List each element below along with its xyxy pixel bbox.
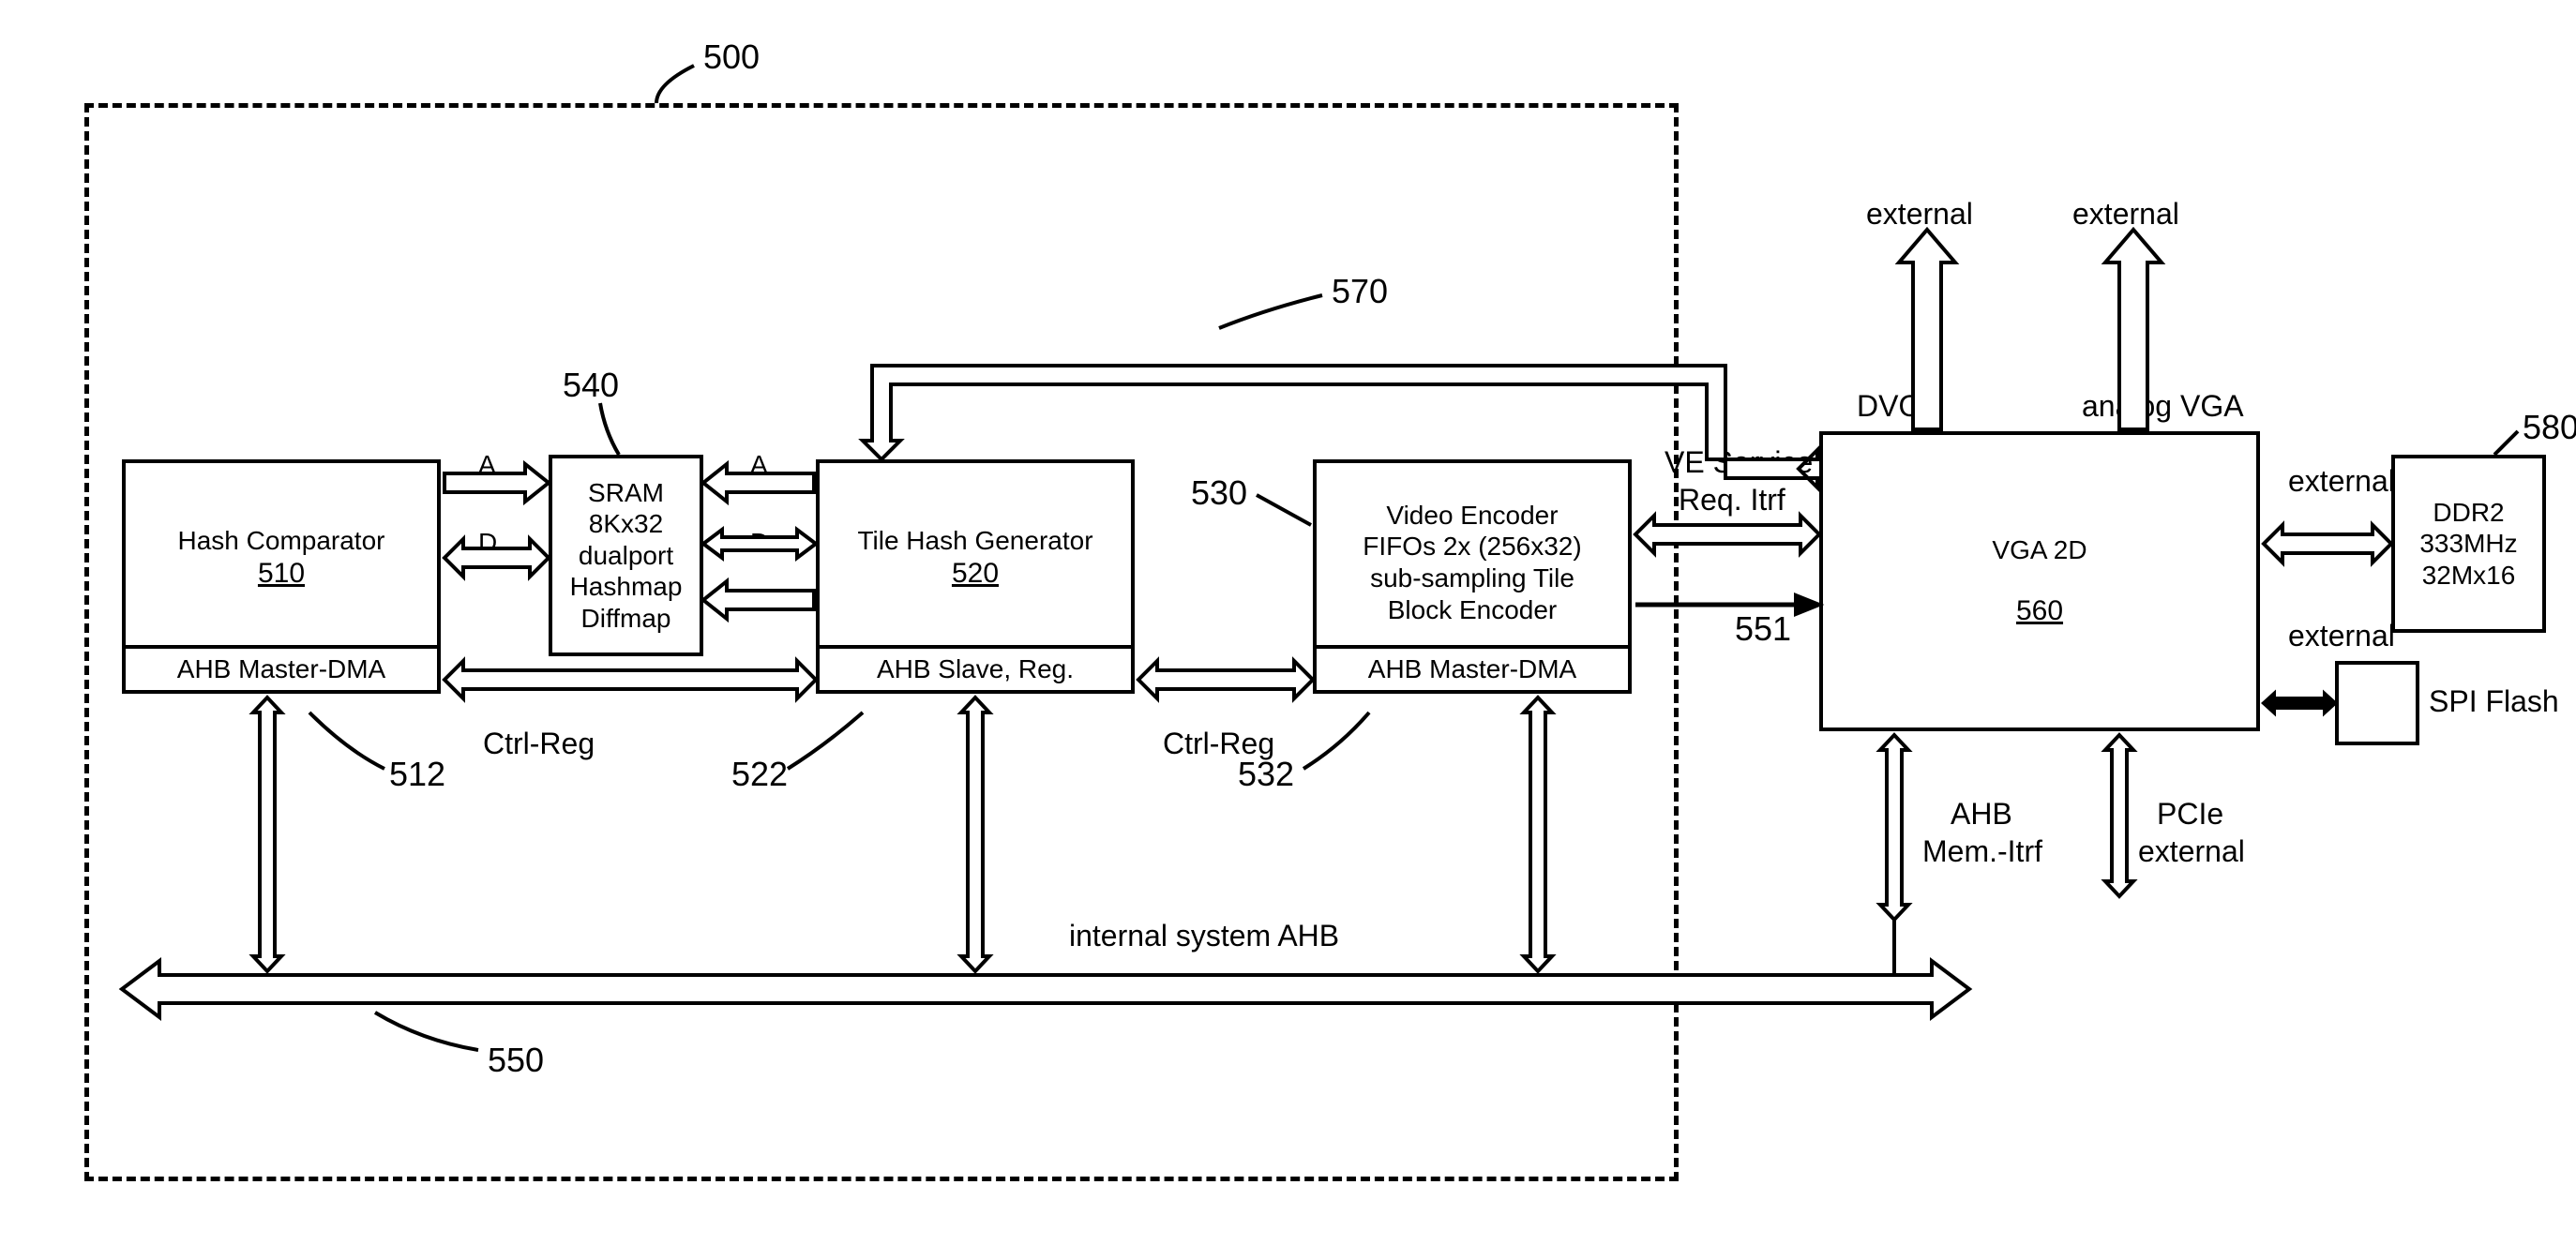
- spi-flash-label: SPI Flash: [2429, 684, 2559, 719]
- ref-560: 560: [2016, 594, 2063, 628]
- ref-540: 540: [563, 366, 619, 405]
- d-label-1: D: [478, 528, 497, 558]
- ref-570: 570: [1332, 272, 1388, 311]
- hash-comparator-block: Hash Comparator 510 AHB Master-DMA: [122, 459, 441, 694]
- a-label-1: A: [478, 450, 496, 480]
- external-label-1: external: [1866, 197, 1973, 232]
- external-label-4: external: [2288, 619, 2395, 653]
- video-enc-l4: Block Encoder: [1363, 594, 1581, 626]
- ddr-l1: DDR2: [2433, 497, 2504, 529]
- video-enc-l1: Video Encoder: [1363, 500, 1581, 532]
- dvo-label: DVO: [1857, 389, 1921, 424]
- vga-block: VGA 2D 560: [1819, 431, 2260, 731]
- video-enc-sub: AHB Master-DMA: [1313, 645, 1632, 694]
- ref-580: 580: [2523, 408, 2576, 447]
- ddr-l2: 333MHz: [2419, 528, 2517, 560]
- sram-l1: SRAM: [588, 477, 664, 509]
- pcie-label: PCIe: [2157, 797, 2223, 832]
- ref-520: 520: [857, 557, 1092, 591]
- ref-500: 500: [703, 38, 760, 77]
- ctrl-reg-label-2: Ctrl-Reg: [1163, 727, 1274, 761]
- mem-itrf-label: Mem.-Itrf: [1922, 834, 2042, 869]
- pcie-ext-label: external: [2138, 834, 2245, 869]
- sram-l5: Diffmap: [581, 603, 671, 635]
- tile-hash-title: Tile Hash Generator: [857, 525, 1092, 557]
- video-enc-l2: FIFOs 2x (256x32): [1363, 531, 1581, 562]
- tile-hash-block: Tile Hash Generator 520 AHB Slave, Reg.: [816, 459, 1135, 694]
- vga-title: VGA 2D: [1992, 534, 2086, 566]
- ddr-l3: 32Mx16: [2422, 560, 2516, 592]
- external-label-2: external: [2072, 197, 2179, 232]
- spi-flash-block: [2335, 661, 2419, 745]
- sram-l4: Hashmap: [570, 571, 683, 603]
- sram-block: SRAM 8Kx32 dualport Hashmap Diffmap: [549, 455, 703, 656]
- internal-ahb-label: internal system AHB: [1069, 919, 1339, 953]
- ref-550: 550: [488, 1041, 544, 1080]
- ref-510: 510: [178, 557, 385, 591]
- ref-551: 551: [1735, 609, 1791, 649]
- sram-l2: 8Kx32: [589, 508, 663, 540]
- ctrl-reg-label-1: Ctrl-Reg: [483, 727, 595, 761]
- ahb-label: AHB: [1951, 797, 2012, 832]
- ve-service-label: VE Service: [1665, 445, 1813, 480]
- hash-comparator-sub: AHB Master-DMA: [122, 645, 441, 694]
- tile-hash-sub: AHB Slave, Reg.: [816, 645, 1135, 694]
- hash-comparator-title: Hash Comparator: [178, 525, 385, 557]
- a-label-2: A: [750, 450, 768, 480]
- sram-l3: dualport: [579, 540, 673, 572]
- video-enc-l3: sub-sampling Tile: [1363, 562, 1581, 594]
- req-itrf-label: Req. Itrf: [1679, 483, 1785, 518]
- ref-522: 522: [731, 755, 788, 794]
- analog-vga-label: analog VGA: [2082, 389, 2244, 424]
- d-label-2: D: [750, 528, 769, 558]
- ref-512: 512: [389, 755, 445, 794]
- ref-530: 530: [1191, 473, 1247, 513]
- external-label-3: external: [2288, 464, 2395, 499]
- ddr-block: DDR2 333MHz 32Mx16: [2391, 455, 2546, 633]
- video-encoder-block: Video Encoder FIFOs 2x (256x32) sub-samp…: [1313, 459, 1632, 694]
- block-diagram: Hash Comparator 510 AHB Master-DMA SRAM …: [19, 19, 2576, 1241]
